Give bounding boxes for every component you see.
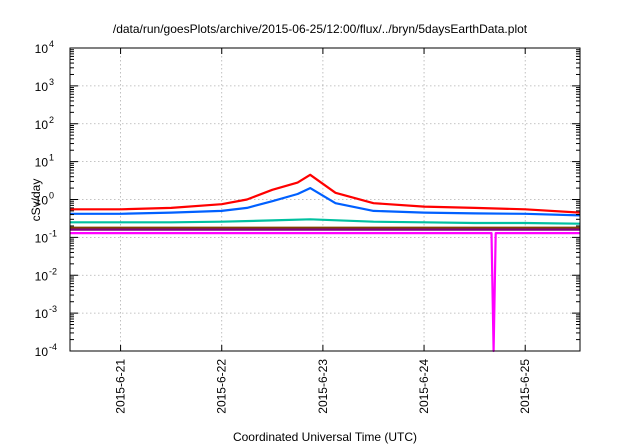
y-tick-label: 10 xyxy=(35,307,49,321)
series-line-0 xyxy=(70,173,581,214)
y-tick-base: 10 xyxy=(35,156,49,170)
y-tick-base: 10 xyxy=(35,80,49,94)
y-tick-base: 10 xyxy=(35,118,49,132)
y-tick-exponent: 2 xyxy=(49,115,54,125)
x-axis-label: Coordinated Universal Time (UTC) xyxy=(232,430,418,444)
chart-title: /data/run/goesPlots/archive/2015-06-25/1… xyxy=(112,22,528,36)
y-tick-exponent: -4 xyxy=(49,342,57,352)
y-tick-exponent: -3 xyxy=(49,304,57,314)
series-line-1 xyxy=(70,187,581,217)
y-axis-label: cSv/day xyxy=(29,178,43,222)
series-lines xyxy=(70,173,581,353)
y-tick-exponent: 4 xyxy=(49,39,54,49)
y-tick-exponent: -2 xyxy=(49,266,57,276)
y-tick-label: 10 xyxy=(35,231,49,245)
y-tick-exponent: -1 xyxy=(49,228,57,238)
y-tick-label: 10 xyxy=(35,269,49,283)
series-line-5 xyxy=(70,232,580,353)
y-tick-base: 10 xyxy=(35,345,49,359)
y-tick-exponent: 1 xyxy=(49,153,54,163)
y-tick-base: 10 xyxy=(35,42,49,56)
x-tick-label: 2015-6-25 xyxy=(518,359,532,414)
x-tick-label: 2015-6-22 xyxy=(215,359,229,414)
y-tick-label: 10 xyxy=(35,80,49,94)
y-tick-label: 10 xyxy=(35,42,49,56)
y-tick-base: 10 xyxy=(35,231,49,245)
y-tick-base: 10 xyxy=(35,307,49,321)
x-tick-label: 2015-6-24 xyxy=(417,359,431,414)
x-tick-label: 2015-6-23 xyxy=(316,359,330,414)
y-tick-base: 10 xyxy=(35,194,49,208)
y-tick-label: 10 xyxy=(35,194,49,208)
y-tick-label: 10 xyxy=(35,156,49,170)
y-tick-exponent: 0 xyxy=(49,191,54,201)
plot-frame xyxy=(69,47,581,352)
grid-lines xyxy=(70,48,580,351)
y-tick-base: 10 xyxy=(35,269,49,283)
y-tick-exponent: 3 xyxy=(49,77,54,87)
axis-ticks: 2015-6-21 2015-6-22 2015-6-23 2015-6-24 2015… xyxy=(35,39,580,414)
x-tick-label: 2015-6-21 xyxy=(114,359,128,414)
y-tick-label: 10 xyxy=(35,345,49,359)
y-tick-label: 10 xyxy=(35,118,49,132)
series-line-2 xyxy=(70,218,581,225)
